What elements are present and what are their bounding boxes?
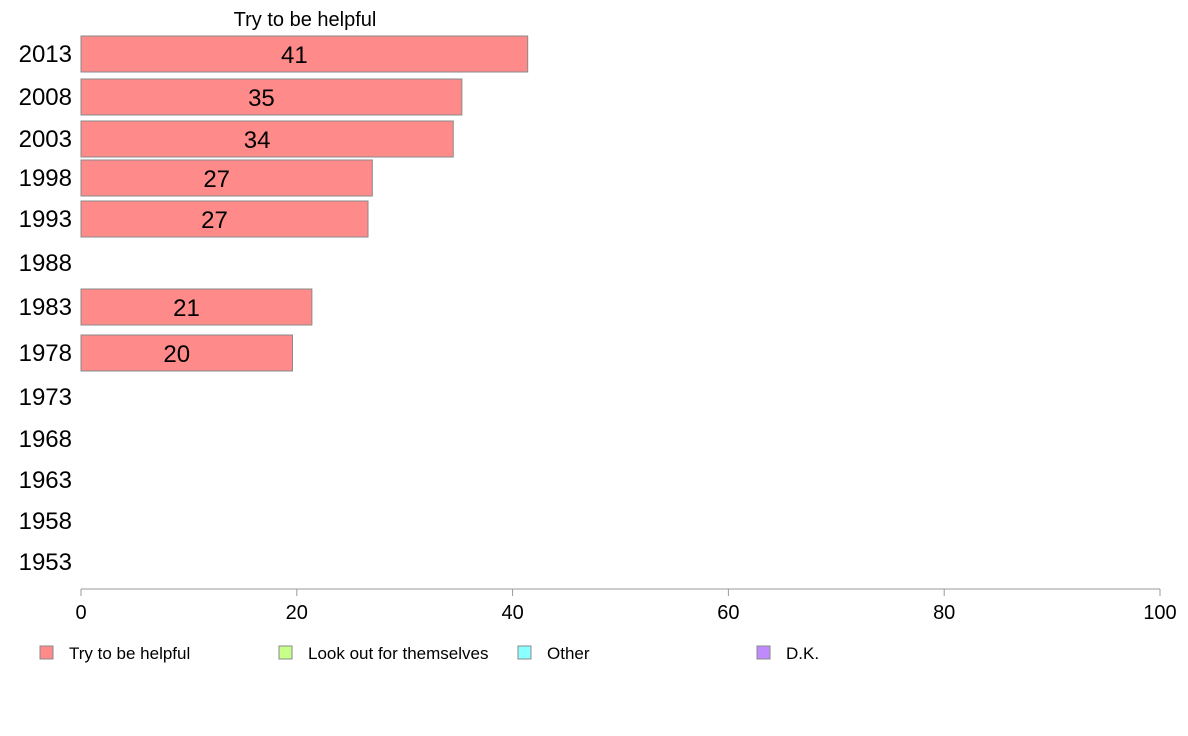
year-label: 2013 [19,41,72,68]
x-tick-label: 100 [1143,602,1176,624]
chart-title: Try to be helpful [234,9,377,31]
bar-value-label: 27 [203,166,230,193]
year-label: 1978 [19,340,72,367]
legend-swatch [39,645,54,660]
legend-label: D.K. [786,644,819,663]
bar [80,334,293,372]
bar [80,200,369,238]
bar [80,288,313,326]
bar [80,35,529,73]
bar-value-label: 21 [173,295,200,322]
x-axis: 0 20 40 60 80 100 [75,588,1177,624]
x-tick-label: 20 [286,602,308,624]
bar [80,78,463,116]
legend-label: Look out for themselves [308,644,488,663]
bar-value-label: 27 [201,207,228,234]
legend-swatch [517,645,532,660]
legend: Try to be helpful Look out for themselves… [39,644,819,663]
year-label: 2003 [19,126,72,153]
year-label: 1963 [19,467,72,494]
bars [80,35,529,372]
year-label: 1998 [19,165,72,192]
year-label: 1988 [19,250,72,277]
legend-label: Try to be helpful [69,644,190,663]
bar-value-label: 41 [281,42,308,69]
bar-value-label: 34 [244,127,271,154]
x-tick-label: 60 [717,602,739,624]
year-label: 1973 [19,384,72,411]
year-label: 2008 [19,84,72,111]
year-label: 1958 [19,508,72,535]
year-label: 1993 [19,206,72,233]
bar-value-label: 20 [163,341,190,368]
year-label: 1983 [19,294,72,321]
bar [80,120,454,158]
legend-swatch [756,645,771,660]
year-label: 1968 [19,426,72,453]
x-tick-label: 40 [501,602,523,624]
x-tick-label: 80 [933,602,955,624]
year-labels: 2013 2008 2003 1998 1993 1988 1983 1978 1973 1968… [19,41,72,576]
bar [80,159,373,197]
legend-swatch [278,645,293,660]
year-label: 1953 [19,549,72,576]
x-tick-label: 0 [75,602,86,624]
legend-label: Other [547,644,590,663]
bar-value-label: 35 [248,85,275,112]
